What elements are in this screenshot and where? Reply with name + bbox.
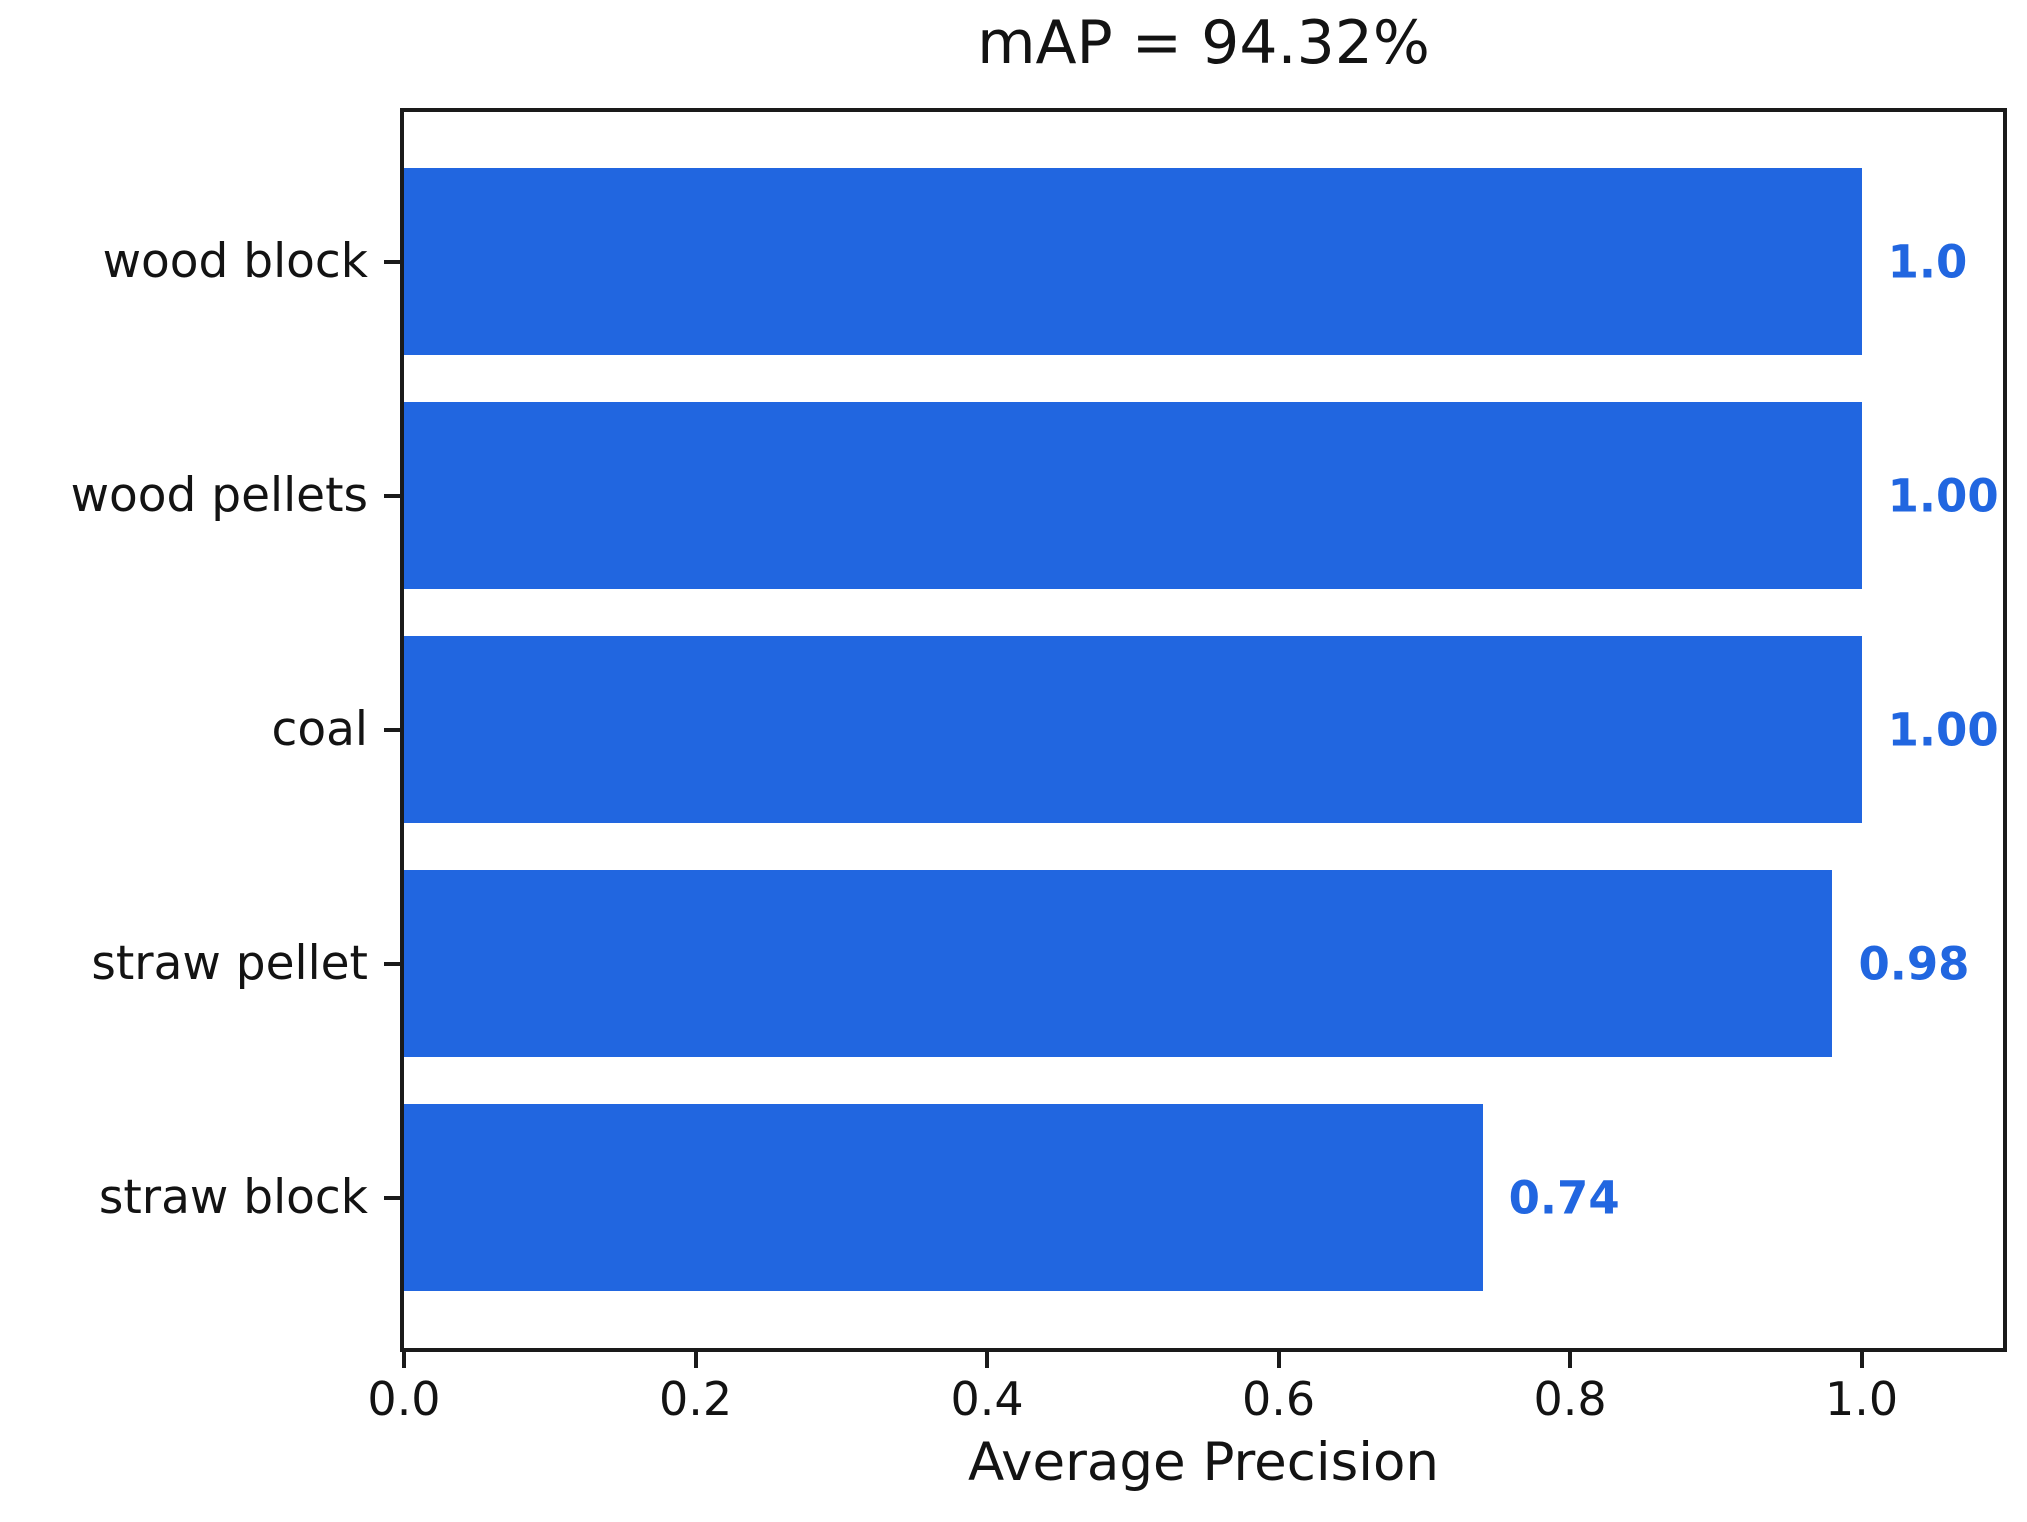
y-tick-mark — [384, 259, 400, 264]
x-tick-label: 0.4 — [950, 1372, 1024, 1426]
y-tick-label: straw pellet — [91, 936, 368, 991]
x-tick-label: 0.2 — [658, 1372, 733, 1426]
bar-value-label: 0.98 — [1858, 937, 1970, 990]
x-tick-mark — [402, 1352, 406, 1368]
bar-row: 1.0 — [404, 168, 2003, 355]
bar-row: 1.00 — [404, 402, 2003, 589]
x-tick-label: 0.0 — [367, 1372, 441, 1426]
plot-area: 1.0 1.00 1.00 0.98 0.74 — [400, 108, 2007, 1352]
bar-row: 1.00 — [404, 636, 2003, 823]
x-tick-label: 0.8 — [1533, 1372, 1607, 1426]
y-tick-mark — [384, 493, 400, 498]
x-tick-mark — [1859, 1352, 1864, 1368]
bar-wood-pellets — [404, 402, 1862, 589]
y-tick-label: wood block — [102, 234, 368, 289]
y-tick-mark — [384, 1195, 400, 1200]
y-tick-label: wood pellets — [70, 468, 368, 523]
y-tick-label: coal — [271, 702, 368, 757]
bar-wood-block — [404, 168, 1862, 355]
bar-coal — [404, 636, 1862, 823]
chart-title: mAP = 94.32% — [977, 8, 1430, 78]
bar-straw-pellet — [404, 870, 1833, 1057]
bar-value-label: 1.00 — [1887, 469, 1999, 522]
x-tick-mark — [985, 1352, 990, 1368]
x-axis-label: Average Precision — [968, 1432, 1439, 1493]
bar-value-label: 1.00 — [1887, 703, 1999, 756]
bars-layer: 1.0 1.00 1.00 0.98 0.74 — [404, 112, 2003, 1348]
x-tick-label: 0.6 — [1241, 1372, 1316, 1426]
bar-straw-block — [404, 1104, 1483, 1291]
x-tick-mark — [693, 1352, 698, 1368]
bar-row: 0.98 — [404, 870, 2003, 1057]
x-tick-mark — [1276, 1352, 1281, 1368]
bar-value-label: 1.0 — [1887, 235, 1968, 288]
bar-row: 0.74 — [404, 1104, 2003, 1291]
x-tick-label: 1.0 — [1825, 1372, 1899, 1426]
y-tick-mark — [384, 961, 400, 966]
y-tick-label: straw block — [98, 1170, 368, 1225]
y-tick-mark — [384, 727, 400, 732]
bar-value-label: 0.74 — [1508, 1171, 1620, 1224]
x-tick-mark — [1568, 1352, 1573, 1368]
